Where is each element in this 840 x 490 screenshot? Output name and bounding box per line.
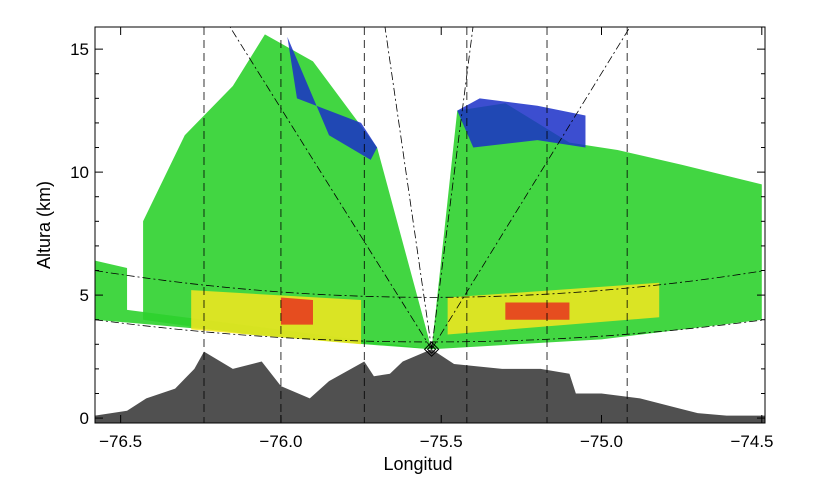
- elevation-ray: [384, 26, 432, 350]
- echo-region-strong: [191, 290, 362, 345]
- echo-region-weak: [457, 98, 586, 148]
- radar-location-marker: [423, 341, 440, 357]
- y-axis-label: Altura (km): [34, 181, 54, 269]
- elevation-ray: [431, 26, 631, 350]
- lower-beam-arc: [94, 319, 766, 343]
- terrain-layer: [95, 349, 765, 423]
- x-tick-label: −75.0: [580, 432, 623, 451]
- plot-frame: [94, 26, 766, 424]
- upper-beam-arc: [94, 270, 766, 298]
- elevation-ray: [229, 26, 432, 350]
- echo-region-moderate: [431, 103, 762, 350]
- x-tick-label: −74.5: [730, 432, 773, 451]
- echo-layer: [95, 34, 762, 350]
- x-tick-label: −76.0: [259, 432, 302, 451]
- y-tick-label: 15: [70, 40, 89, 59]
- x-tick-label: −75.5: [420, 432, 463, 451]
- echo-region-moderate: [95, 260, 432, 350]
- x-tick-label: −76.5: [99, 432, 142, 451]
- elevation-ray: [431, 26, 474, 350]
- echo-region-moderate: [143, 34, 432, 350]
- x-axis-label: Longitud: [383, 454, 452, 474]
- echo-region-heavy: [280, 297, 313, 325]
- guide-lines: [94, 26, 766, 423]
- y-tick-label: 0: [80, 409, 89, 428]
- echo-region-heavy: [505, 302, 570, 320]
- y-tick-label: 5: [80, 286, 89, 305]
- y-tick-label: 10: [70, 163, 89, 182]
- axis-ticks: −76.5 −76.0 −75.5 −75.0 −74.5 0 5 10 15: [70, 27, 774, 451]
- echo-region-weak: [287, 36, 378, 160]
- terrain-profile: [95, 349, 765, 423]
